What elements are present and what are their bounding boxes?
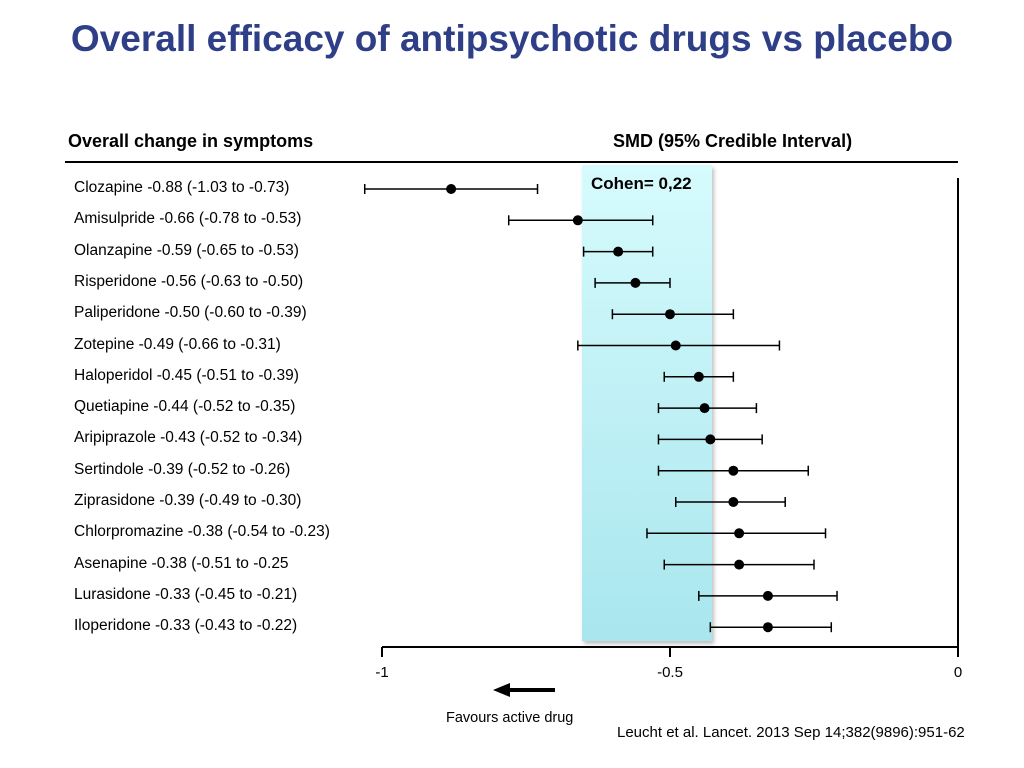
- drug-label: Haloperidol -0.45 (-0.51 to -0.39): [74, 366, 299, 384]
- estimate-point: [734, 559, 745, 570]
- estimate-point: [705, 434, 716, 445]
- estimate-point: [613, 246, 624, 257]
- drug-label: Iloperidone -0.33 (-0.43 to -0.22): [74, 617, 298, 635]
- estimate-point: [670, 340, 681, 351]
- header-smd: SMD (95% Credible Interval): [613, 131, 853, 151]
- drug-label: Lurasidone -0.33 (-0.45 to -0.21): [74, 585, 298, 603]
- drug-label: Sertindole -0.39 (-0.52 to -0.26): [74, 460, 291, 478]
- estimate-point: [572, 215, 583, 226]
- drug-label: Aripiprazole -0.43 (-0.52 to -0.34): [74, 429, 303, 447]
- estimate-point: [665, 309, 675, 320]
- estimate-point: [762, 622, 773, 633]
- header-drugs: Overall change in symptoms: [68, 131, 314, 151]
- x-tick-label: -1: [375, 664, 389, 681]
- estimate-point: [734, 528, 745, 539]
- drug-label: Risperidone -0.56 (-0.63 to -0.50): [74, 272, 304, 290]
- drug-label: Quetiapine -0.44 (-0.52 to -0.35): [74, 398, 296, 416]
- estimate-point: [446, 184, 457, 194]
- cohen-label: Cohen= 0,22: [591, 174, 692, 193]
- favours-arrow-head: [493, 683, 510, 697]
- estimate-point: [728, 465, 739, 476]
- drug-label: Chlorpromazine -0.38 (-0.54 to -0.23): [74, 523, 330, 541]
- x-tick-label: -0.5: [657, 664, 683, 681]
- estimate-point: [693, 371, 704, 382]
- drug-label: Clozapine -0.88 (-1.03 to -0.73): [74, 179, 290, 196]
- page-title: Overall efficacy of antipsychotic drugs …: [70, 18, 954, 59]
- drug-label: Zotepine -0.49 (-0.66 to -0.31): [74, 335, 281, 353]
- x-tick-label: 0: [953, 664, 963, 681]
- estimate-point: [699, 403, 710, 414]
- header-divider: [65, 161, 958, 163]
- drug-label: Paliperidone -0.50 (-0.60 to -0.39): [74, 304, 307, 322]
- cohen-band: [582, 165, 712, 641]
- drug-label: Amisulpride -0.66 (-0.78 to -0.53): [74, 210, 302, 228]
- drug-label: Ziprasidone -0.39 (-0.49 to -0.30): [74, 492, 302, 509]
- drug-label: Asenapine -0.38 (-0.51 to -0.25: [74, 554, 289, 572]
- favours-label: Favours active drug: [446, 710, 574, 726]
- drug-label: Olanzapine -0.59 (-0.65 to -0.53): [74, 241, 299, 259]
- citation: Leucht et al. Lancet. 2013 Sep 14;382(98…: [617, 724, 965, 741]
- estimate-point: [630, 277, 641, 288]
- estimate-point: [762, 590, 773, 601]
- estimate-point: [728, 497, 739, 507]
